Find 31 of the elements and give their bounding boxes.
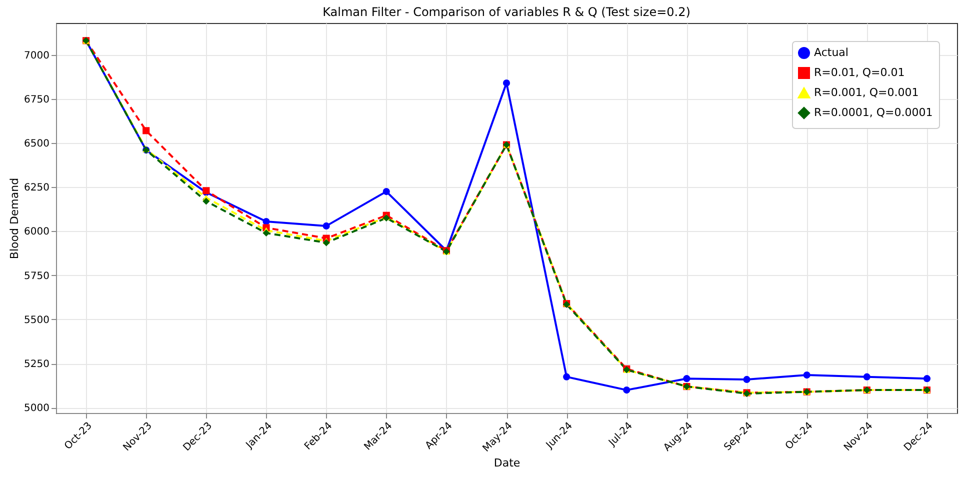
y-axis-title: Blood Demand (8, 178, 22, 260)
point (743, 376, 750, 383)
y-tick-label: 7000 (24, 50, 50, 62)
y-tick-label: 6750 (24, 94, 50, 106)
legend-label: R=0.001, Q=0.001 (814, 86, 919, 99)
point (502, 79, 510, 87)
y-tick-label: 5000 (24, 403, 50, 414)
point (382, 188, 390, 196)
legend-label: Actual (814, 46, 848, 59)
y-tick-label: 6500 (24, 138, 50, 150)
point (863, 373, 870, 380)
chart-title: Kalman Filter - Comparison of variables R & Q (Test size=0.2) (322, 5, 690, 19)
point (683, 375, 690, 382)
point (262, 218, 270, 226)
y-tick-label: 5500 (24, 314, 50, 326)
y-tick-label: 6000 (24, 226, 50, 238)
point (262, 229, 270, 237)
y-tick-label: 5250 (24, 359, 50, 370)
point (202, 198, 210, 205)
point (322, 239, 330, 246)
point (923, 375, 931, 382)
point (322, 222, 330, 230)
y-tick-label: 6250 (24, 182, 50, 194)
x-axis-title: Date (494, 456, 520, 470)
point (563, 373, 570, 380)
legend-label: R=0.0001, Q=0.0001 (814, 106, 933, 119)
point (803, 372, 810, 379)
legend-label: R=0.01, Q=0.01 (814, 66, 905, 79)
y-tick-label: 5750 (24, 270, 50, 282)
point (142, 127, 150, 134)
point (623, 386, 630, 394)
